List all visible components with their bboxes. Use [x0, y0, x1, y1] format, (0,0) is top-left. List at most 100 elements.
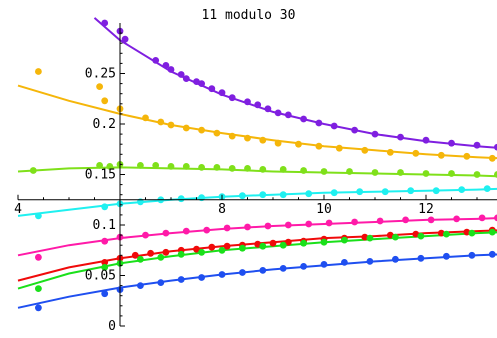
series-2-point — [29, 167, 37, 174]
series-0-point — [422, 136, 430, 144]
series-2-point — [152, 162, 160, 169]
series-2-point — [422, 170, 430, 177]
series-6-point — [468, 229, 476, 237]
series-6-point — [300, 239, 307, 247]
series-7-point — [137, 282, 144, 289]
series-5-point — [284, 238, 292, 246]
series-3-point — [279, 191, 287, 199]
series-7-point — [101, 290, 109, 298]
x-tick-label: 4 — [14, 202, 22, 217]
series-3-point — [177, 195, 185, 203]
series-0-curve — [93, 17, 497, 149]
series-4-point — [402, 216, 409, 224]
series-3-point — [239, 192, 246, 200]
series-4-point — [284, 221, 292, 229]
series-2-point — [167, 163, 175, 170]
series-3-point — [483, 185, 491, 193]
series-0-point — [371, 130, 379, 138]
series-2-point — [371, 169, 379, 176]
series-2-point — [96, 162, 103, 169]
x-tick-label: 10 — [316, 202, 332, 217]
series-3-point — [35, 212, 42, 220]
series-2-point — [448, 170, 455, 177]
y-tick-label: 0.05 — [85, 269, 116, 284]
series-6-point — [279, 241, 287, 249]
series-0-point — [177, 71, 185, 78]
series-1-point — [274, 139, 282, 147]
series-5-point — [269, 239, 277, 247]
series-3-point — [305, 190, 313, 198]
series-7-point — [468, 251, 476, 259]
series-7-point — [218, 271, 226, 278]
axes: 4 8 10 12 0 0.05 0.1 0.15 0.2 0.25 — [14, 23, 497, 334]
series-1-point — [213, 129, 221, 137]
series-7-point — [488, 250, 496, 258]
series-6-point — [417, 232, 425, 240]
series-2-point — [279, 166, 287, 173]
series-3-point — [407, 187, 415, 195]
series-6-point — [101, 264, 109, 271]
series-6-point — [443, 230, 450, 238]
series-3-point — [432, 187, 440, 195]
series-4-point — [142, 231, 149, 239]
series-0-point — [494, 143, 497, 151]
series-2-point — [473, 171, 481, 178]
series-3-point — [356, 188, 364, 196]
series-4-point — [223, 224, 231, 232]
series-3-point — [101, 203, 109, 211]
series-6-point — [488, 228, 496, 236]
series-7-point — [259, 267, 267, 274]
series-4-point — [264, 222, 272, 230]
series-0-point — [152, 57, 160, 64]
series-4-point — [182, 227, 190, 235]
series-1-point — [412, 149, 420, 157]
series-2-point — [137, 162, 144, 169]
series-6-point — [341, 236, 348, 244]
series-7-curve — [17, 253, 497, 309]
series-0-point — [218, 89, 226, 97]
series-0-point — [121, 35, 129, 43]
series-5-point — [254, 240, 262, 248]
y-tick-label: 0 — [108, 319, 116, 334]
series-1-point — [167, 121, 175, 129]
series-0-point — [101, 19, 109, 27]
series-4-point — [427, 216, 435, 224]
series-5-point — [437, 229, 445, 237]
series-3-point — [330, 189, 338, 197]
fitted-curves — [17, 17, 497, 309]
series-2-point — [198, 164, 206, 171]
series-6-point — [239, 244, 246, 252]
series-5-point — [193, 245, 200, 253]
series-7-point — [157, 279, 165, 286]
series-2-point — [213, 164, 221, 171]
series-5-point — [223, 242, 231, 250]
series-2-point — [182, 163, 190, 170]
series-7-point — [35, 304, 42, 312]
series-1-point — [488, 154, 496, 162]
series-4-point — [101, 237, 109, 245]
series-2-point — [346, 168, 353, 175]
series-0-point — [264, 105, 272, 113]
series-4-point — [35, 253, 42, 261]
series-6-point — [392, 233, 399, 241]
series-4-point — [453, 215, 460, 223]
series-1-point — [463, 152, 471, 160]
series-6-point — [35, 285, 42, 292]
series-0-point — [244, 98, 251, 106]
series-2-point — [228, 165, 236, 172]
y-tick-label: 0.25 — [85, 67, 116, 82]
series-0-point — [193, 78, 200, 85]
series-1-point — [315, 142, 323, 150]
series-1-point — [142, 114, 149, 122]
series-1-point — [259, 136, 267, 144]
series-1-point — [157, 118, 165, 126]
series-5-point — [101, 259, 109, 266]
series-0-point — [208, 85, 216, 93]
series-6-point — [259, 242, 267, 250]
series-4-point — [376, 217, 384, 225]
series-0-point — [315, 119, 323, 127]
chart-title: 11 modulo 30 — [201, 8, 296, 23]
series-0-point — [167, 66, 175, 73]
series-6-point — [137, 255, 144, 263]
